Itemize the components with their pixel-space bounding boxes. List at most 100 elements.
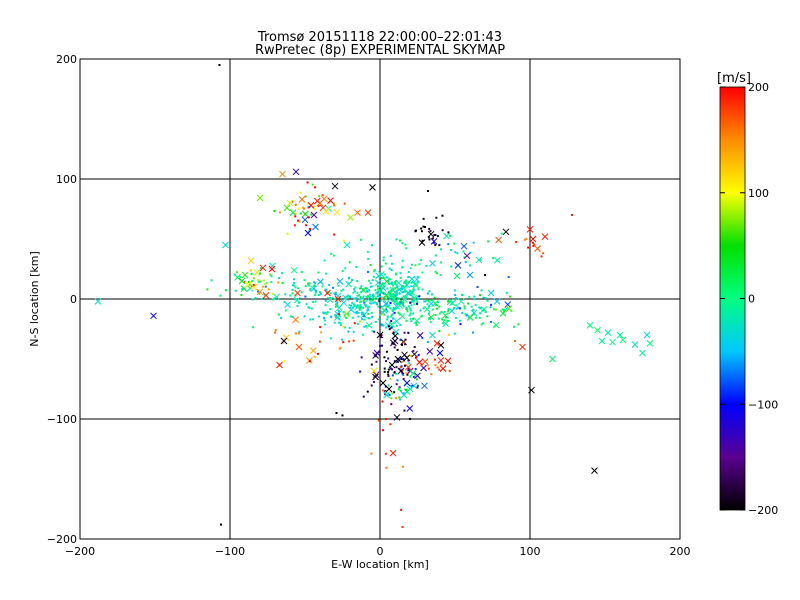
data-point-dot	[408, 362, 411, 365]
colorbar: [m/s] −200 −100 0 100 200	[717, 71, 778, 517]
data-point-cross	[396, 302, 404, 309]
data-point-dot	[389, 367, 392, 370]
data-point-dot	[323, 259, 326, 262]
data-point-dot	[409, 312, 412, 315]
data-point-dot	[369, 264, 372, 267]
data-point-cross	[444, 357, 452, 365]
data-point-cross	[411, 350, 418, 358]
data-point-dot	[307, 216, 310, 219]
data-point-dot	[328, 297, 331, 300]
data-point-dot	[298, 220, 301, 223]
data-point-dot	[356, 280, 359, 283]
data-point-dot	[379, 344, 382, 347]
data-point-dot	[372, 293, 375, 296]
data-point-dot	[366, 250, 369, 253]
data-point-dot	[455, 304, 458, 307]
data-point-cross	[301, 216, 309, 224]
data-point-dot	[540, 255, 543, 258]
data-point-cross	[448, 307, 456, 315]
data-point-dot	[277, 313, 280, 316]
data-point-dot	[358, 308, 361, 311]
data-point-cross	[282, 334, 290, 341]
data-point-dot	[344, 326, 347, 329]
data-point-dot	[402, 284, 405, 287]
data-point-dot	[341, 414, 344, 417]
data-point-dot	[326, 311, 329, 314]
data-point-dot	[310, 213, 313, 216]
data-point-dot	[281, 272, 284, 275]
data-point-dot	[340, 289, 343, 292]
data-point-cross	[493, 298, 501, 305]
data-point-dot	[468, 295, 471, 298]
data-point-cross	[427, 230, 435, 238]
data-point-dot	[435, 272, 438, 275]
data-point-dot	[469, 251, 472, 254]
data-point-dot	[418, 263, 421, 266]
data-point-dot	[392, 294, 395, 297]
data-point-dot	[325, 313, 328, 316]
data-point-cross	[316, 199, 324, 207]
data-point-cross	[244, 281, 252, 288]
data-point-dot	[397, 297, 400, 300]
data-point-dot	[394, 273, 397, 276]
data-point-cross	[409, 370, 417, 377]
data-point-dot	[402, 301, 405, 304]
data-point-dot	[427, 236, 430, 239]
data-point-dot	[426, 299, 429, 302]
data-point-dot	[303, 279, 306, 282]
data-point-dot	[405, 279, 408, 282]
data-point-dot	[438, 305, 441, 308]
data-point-dot	[441, 214, 444, 217]
data-point-dot	[325, 272, 328, 275]
data-point-cross	[334, 295, 342, 303]
data-point-dot	[366, 309, 369, 312]
data-point-dot	[297, 219, 300, 222]
data-point-dot	[401, 343, 404, 346]
data-point-dot	[362, 299, 365, 302]
data-point-dot	[354, 311, 357, 314]
data-point-dot	[258, 272, 261, 275]
data-point-dot	[323, 319, 326, 322]
data-point-dot	[371, 279, 374, 282]
data-point-dot	[376, 291, 379, 294]
data-point-dot	[395, 292, 398, 295]
data-point-dot	[344, 267, 347, 270]
data-point-dot	[402, 303, 405, 306]
data-point-dot	[395, 372, 398, 375]
data-point-dot	[571, 214, 573, 216]
data-point-dot	[484, 274, 486, 276]
data-point-dot	[308, 282, 311, 285]
data-point-cross	[307, 202, 315, 209]
data-point-dot	[414, 264, 417, 267]
data-point-dot	[402, 341, 405, 344]
data-point-cross	[439, 365, 447, 372]
data-point-cross	[343, 241, 351, 249]
data-point-dot	[372, 296, 375, 299]
data-point-cross	[416, 358, 423, 366]
data-point-cross	[492, 321, 500, 329]
data-point-dot	[381, 323, 384, 326]
data-point-cross	[433, 340, 441, 347]
data-point-dot	[447, 309, 450, 312]
data-point-cross	[383, 391, 390, 399]
data-point-dot	[473, 298, 476, 301]
data-point-dot	[494, 308, 497, 311]
data-point-cross	[495, 236, 502, 244]
data-point-dot	[365, 304, 368, 307]
data-point-dot	[501, 308, 504, 311]
data-point-dot	[399, 338, 402, 341]
data-point-cross	[295, 343, 303, 351]
data-point-dot	[411, 295, 414, 298]
data-point-cross	[290, 266, 298, 274]
data-point-dot	[381, 400, 384, 403]
data-point-cross	[401, 351, 408, 359]
data-point-cross	[446, 298, 454, 306]
data-point-cross	[222, 241, 229, 249]
data-point-dot	[266, 282, 269, 285]
data-point-cross	[234, 274, 241, 281]
data-point-dot	[432, 242, 435, 245]
data-point-dot	[386, 305, 389, 308]
data-point-dot	[224, 289, 227, 292]
y-tick-label: −200	[47, 533, 77, 546]
data-point-dot	[321, 285, 324, 288]
